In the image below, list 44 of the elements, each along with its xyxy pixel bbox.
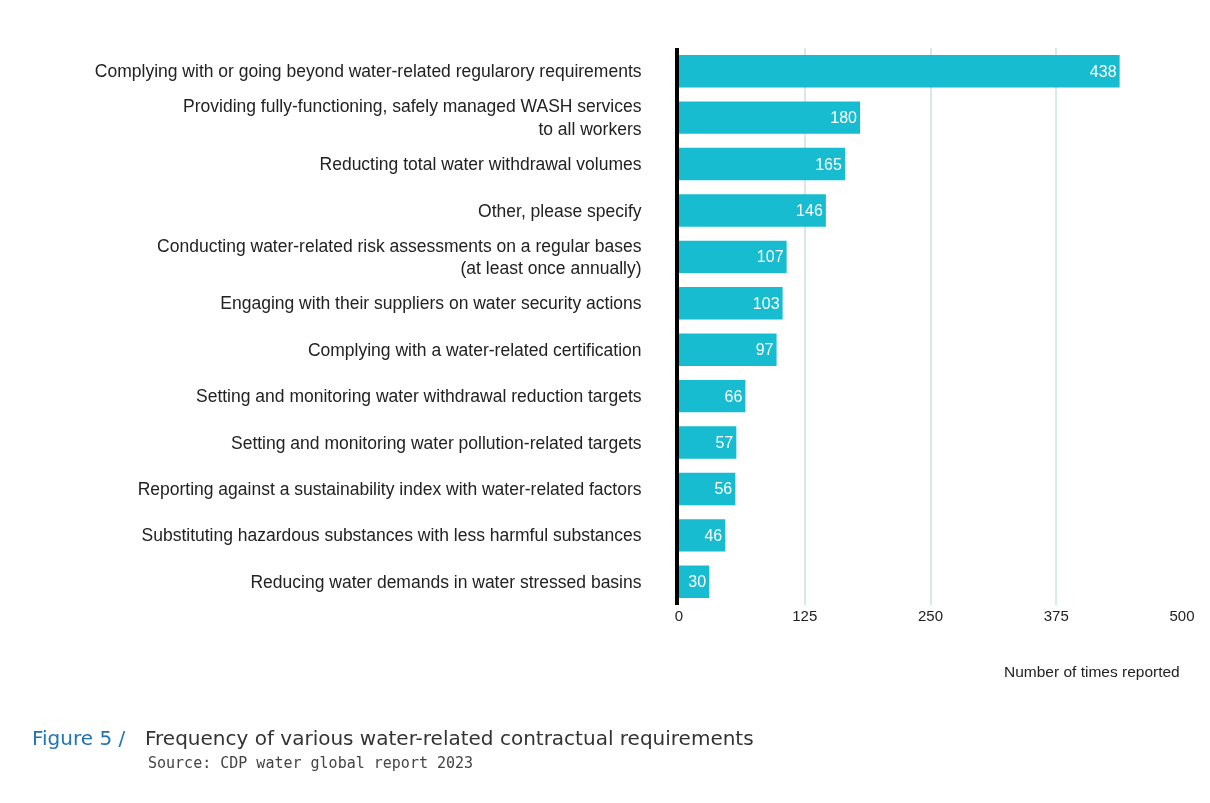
data-label: 46 — [704, 526, 723, 544]
data-label: 107 — [756, 248, 784, 266]
y-tick-label: Other, please specify — [478, 200, 642, 221]
bar — [679, 287, 783, 320]
text: Frequency of various water-related contractual requirements — [145, 726, 754, 750]
data-label: 97 — [755, 341, 774, 359]
bar — [679, 426, 737, 459]
source-note: Source: CDP water global report 2023 — [148, 754, 474, 772]
caption: Figure 5 / — [32, 726, 126, 750]
y-tick-label: Setting and monitoring water withdrawal reduction targets — [195, 386, 642, 407]
bar — [679, 194, 826, 227]
data-label: 103 — [752, 294, 780, 312]
y-tick-label: Reducting total water withdrawal volumes — [319, 154, 642, 175]
data-label: 57 — [715, 434, 734, 452]
data-label: 56 — [714, 480, 733, 498]
data-label: 438 — [1089, 62, 1117, 80]
x-tick-label: 500 — [1169, 607, 1195, 624]
bar — [679, 147, 845, 181]
y-tick-label: Engaging with their suppliers on water security actions — [220, 293, 642, 314]
y-tick-label: Substituting hazardous substances with less harmful substances — [141, 525, 642, 546]
y-tick-label: Conducting water-related risk assessments on a regular bases (at least once annually) — [157, 235, 642, 279]
data-label: 165 — [815, 155, 842, 173]
bar — [679, 333, 777, 366]
bar — [679, 519, 726, 552]
bar — [679, 101, 861, 134]
data-label: 66 — [724, 387, 743, 405]
y-tick-label: Complying with or going beyond water-related regularory requirements — [94, 61, 642, 82]
bar — [679, 472, 736, 506]
x-tick-label: 125 — [792, 607, 818, 624]
data-label: 180 — [830, 109, 858, 127]
y-tick-label: Reporting against a sustainability index with water-related factors — [137, 479, 642, 500]
x-tick-label: 0 — [674, 607, 684, 624]
bar — [679, 240, 787, 274]
y-tick-label: Reducing water demands in water stressed basins — [250, 571, 642, 592]
y-tick-label: Setting and monitoring water pollution-related targets — [230, 432, 642, 453]
y-tick-label: Complying with a water-related certification — [307, 339, 642, 360]
x-axis-title: Number of times reported — [1004, 663, 1180, 680]
bar — [679, 54, 1120, 88]
x-tick-label: 375 — [1043, 607, 1069, 624]
x-tick-label: 250 — [917, 607, 944, 624]
y-tick-label: Providing fully-functioning, safely managed WASH services to all workers — [183, 96, 642, 140]
bar — [679, 379, 746, 413]
data-label: 30 — [688, 573, 707, 591]
data-label: 146 — [796, 201, 823, 219]
